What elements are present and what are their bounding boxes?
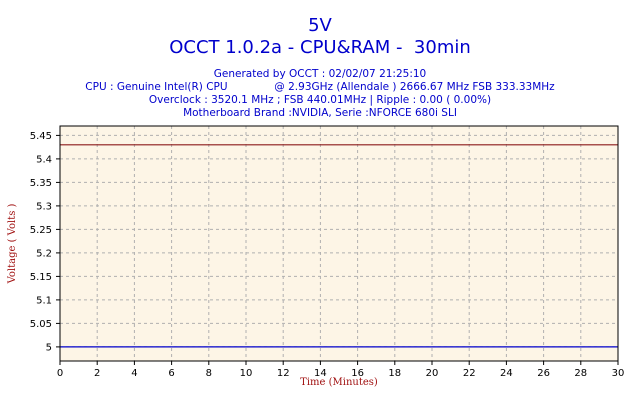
x-tick-label: 22: [463, 368, 476, 379]
x-tick-label: 18: [388, 368, 401, 379]
y-axis-tick-labels: 5 5.05 5.1 5.15 5.2 5.25 5.3 5.35 5.4 5.45: [30, 131, 52, 354]
x-tick-label: 20: [426, 368, 439, 379]
plot-frame: [59, 125, 619, 362]
y-axis-label: Voltage ( Volts ): [7, 203, 18, 284]
x-tick-label: 30: [612, 368, 625, 379]
x-tick-label: 4: [131, 368, 137, 379]
x-tick-label: 6: [168, 368, 174, 379]
x-tick-label: 2: [94, 368, 100, 379]
x-axis-tick-labels: 0 2 4 6 8 10 12 14 16 18 20 22 24 26 28 30: [57, 368, 625, 379]
overclock-info: Overclock : 3520.1 MHz ; FSB 440.01MHz |…: [148, 94, 492, 106]
x-tick-label: 0: [57, 368, 63, 379]
y-tick-label: 5.35: [30, 178, 52, 189]
x-tick-label: 10: [240, 368, 253, 379]
x-tick-label: 16: [351, 368, 364, 379]
x-tick-label: 8: [206, 368, 212, 379]
y-tick-label: 5: [46, 342, 52, 353]
series-layer: [60, 144, 618, 348]
y-tick-label: 5.45: [30, 131, 52, 142]
y-tick-label: 5.2: [36, 248, 52, 259]
cpu-info: CPU : Genuine Intel(R) CPU @ 2.93GHz (Al…: [85, 81, 555, 93]
plot-area: [60, 126, 618, 361]
y-tick-label: 5.4: [36, 154, 52, 165]
chart-subtitle: OCCT 1.0.2a - CPU&RAM - 30min: [169, 37, 471, 58]
tick-marks: [56, 134, 619, 365]
x-tick-label: 14: [314, 368, 327, 379]
y-tick-label: 5.1: [36, 295, 52, 306]
x-tick-label: 12: [277, 368, 290, 379]
y-tick-label: 5.25: [30, 225, 52, 236]
chart-title: 5V: [308, 15, 332, 36]
y-tick-label: 5.05: [30, 319, 52, 330]
x-axis-label: Time (Minutes): [300, 377, 378, 388]
x-tick-label: 26: [537, 368, 550, 379]
motherboard-info: Motherboard Brand :NVIDIA, Serie :NFORCE…: [183, 107, 457, 119]
x-tick-label: 28: [574, 368, 587, 379]
x-tick-label: 24: [500, 368, 513, 379]
y-tick-label: 5.3: [36, 201, 52, 212]
y-tick-label: 5.15: [30, 272, 52, 283]
generated-info: Generated by OCCT : 02/02/07 21:25:10: [213, 68, 427, 80]
grid: [60, 126, 618, 361]
